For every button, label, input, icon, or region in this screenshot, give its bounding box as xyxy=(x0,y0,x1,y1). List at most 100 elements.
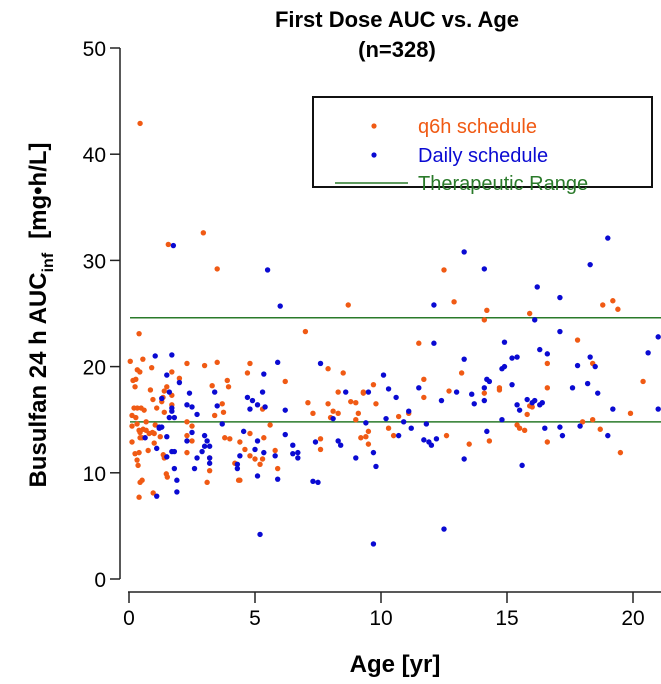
q6h-point xyxy=(579,419,586,425)
daily-point xyxy=(166,414,173,421)
q6h-point xyxy=(257,461,263,468)
q6h-point xyxy=(211,412,218,419)
q6h-point xyxy=(589,417,596,423)
daily-point xyxy=(428,442,435,448)
daily-point xyxy=(655,334,661,340)
daily-point xyxy=(499,417,505,423)
daily-point xyxy=(282,431,288,438)
daily-point xyxy=(194,455,200,461)
q6h-point xyxy=(446,388,452,394)
daily-point xyxy=(254,438,261,444)
daily-point xyxy=(400,419,407,425)
q6h-point xyxy=(227,436,233,442)
q6h-point xyxy=(152,422,158,428)
daily-point xyxy=(164,372,170,378)
q6h-point xyxy=(214,266,220,272)
q6h-point xyxy=(544,360,551,367)
daily-point xyxy=(244,394,251,401)
daily-point xyxy=(204,438,210,444)
q6h-point xyxy=(143,419,149,425)
daily-point xyxy=(577,423,583,429)
daily-point xyxy=(317,360,324,367)
q6h-point xyxy=(129,423,135,429)
q6h-point xyxy=(627,410,634,417)
daily-point xyxy=(408,425,414,431)
daily-point xyxy=(169,408,175,414)
q6h-point xyxy=(259,456,266,462)
daily-point xyxy=(154,445,160,452)
daily-point xyxy=(469,391,475,397)
q6h-point xyxy=(496,385,503,391)
q6h-point xyxy=(222,435,228,441)
daily-point xyxy=(532,317,538,323)
q6h-point xyxy=(521,427,528,434)
daily-point xyxy=(169,352,175,358)
chart-title: First Dose AUC vs. Age xyxy=(275,7,519,32)
y-axis: 0 10 20 30 40 50 xyxy=(83,38,121,592)
daily-point xyxy=(184,402,190,408)
q6h-point xyxy=(134,405,141,411)
daily-point xyxy=(189,404,195,410)
daily-point xyxy=(159,424,165,430)
daily-point xyxy=(259,389,266,395)
q6h-point xyxy=(317,436,324,442)
q6h-point xyxy=(421,376,427,383)
q6h-point xyxy=(150,490,156,496)
q6h-point xyxy=(451,299,457,305)
q6h-point xyxy=(363,433,369,440)
x-tick-label: 5 xyxy=(249,607,261,630)
q6h-point xyxy=(544,385,551,391)
daily-point xyxy=(501,363,508,370)
q6h-point xyxy=(484,307,490,314)
q6h-point xyxy=(151,440,157,446)
q6h-point xyxy=(544,439,551,445)
daily-point xyxy=(142,435,148,441)
daily-point xyxy=(557,328,563,335)
daily-point xyxy=(438,397,445,404)
daily-point xyxy=(433,436,440,442)
q6h-point xyxy=(335,389,341,395)
daily-point xyxy=(481,397,488,404)
legend-marker-q6h xyxy=(371,123,377,129)
daily-point xyxy=(199,448,205,455)
q6h-point xyxy=(137,429,143,436)
daily-point xyxy=(170,242,177,249)
q6h-point xyxy=(189,438,195,444)
q6h-point xyxy=(416,340,422,346)
q6h-point xyxy=(481,390,488,396)
daily-point xyxy=(421,437,427,443)
daily-point xyxy=(261,371,267,377)
daily-point xyxy=(406,408,412,414)
q6h-point xyxy=(526,310,533,317)
daily-point xyxy=(164,433,170,440)
q6h-point xyxy=(137,369,143,375)
daily-point xyxy=(211,389,218,395)
q6h-point xyxy=(133,376,139,383)
daily-point xyxy=(481,385,488,391)
daily-point xyxy=(587,354,593,360)
legend-label-daily: Daily schedule xyxy=(418,145,548,167)
daily-point xyxy=(234,461,241,468)
legend: q6h schedule Daily schedule Therapeutic … xyxy=(312,96,653,195)
daily-point xyxy=(295,449,301,456)
legend-label-range: Therapeutic Range xyxy=(418,173,588,195)
q6h-point xyxy=(458,370,465,376)
daily-point xyxy=(174,477,180,483)
daily-point xyxy=(247,406,253,412)
q6h-point xyxy=(252,456,258,462)
q6h-point xyxy=(247,360,253,367)
q6h-point xyxy=(184,360,190,367)
daily-point xyxy=(191,465,198,472)
q6h-point xyxy=(348,398,354,405)
daily-point xyxy=(171,414,178,421)
daily-point xyxy=(262,404,268,410)
q6h-point xyxy=(220,409,227,415)
q6h-point xyxy=(157,433,163,440)
daily-point xyxy=(569,385,576,391)
q6h-point xyxy=(134,457,140,463)
q6h-point xyxy=(165,241,172,248)
daily-point xyxy=(189,429,195,436)
daily-point xyxy=(154,493,160,499)
daily-point xyxy=(206,455,213,461)
q6h-point xyxy=(237,439,243,445)
